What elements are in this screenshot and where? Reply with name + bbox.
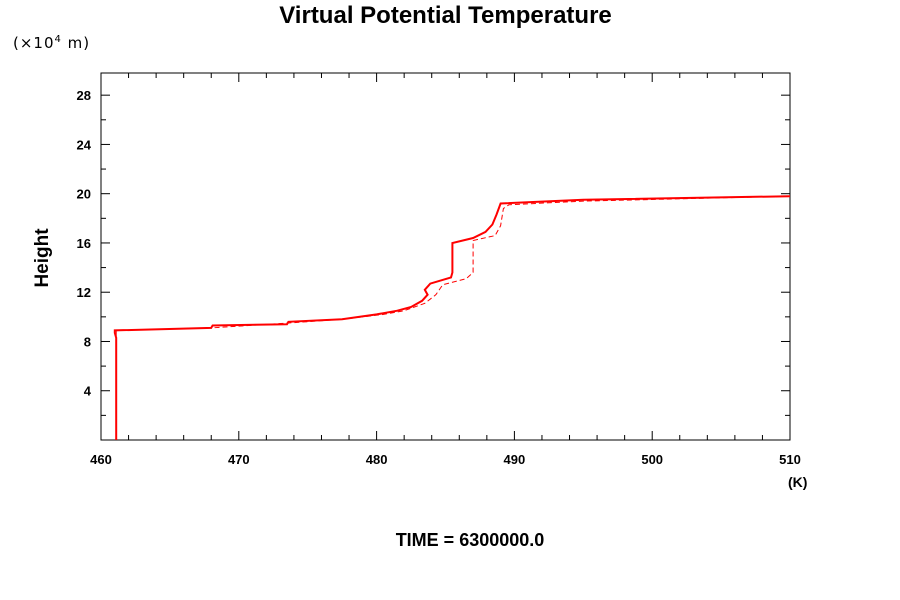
x-tick-label: 460 (90, 452, 112, 467)
series-group (113, 195, 791, 440)
x-tick-label: 500 (641, 452, 663, 467)
y-tick-label: 8 (84, 334, 91, 349)
y-tick-label: 28 (77, 88, 91, 103)
x-tick-label: 490 (504, 452, 526, 467)
chart-title: Virtual Potential Temperature (279, 2, 612, 29)
series-line-dashed (115, 195, 791, 440)
x-axis-label: (K) (788, 474, 808, 490)
y-tick-label: 20 (77, 187, 91, 202)
x-tick-label: 510 (779, 452, 801, 467)
y-unit-base: (×10 (13, 34, 55, 52)
axes-group: 460 470 480 490 500 510 4 8 12 16 20 24 28 (77, 72, 801, 467)
plot-frame (100, 72, 791, 441)
time-footer: TIME = 6300000.0 (395, 530, 545, 550)
y-unit-suffix: m) (61, 34, 91, 52)
y-tick-label: 16 (77, 236, 91, 251)
y-unit-exponent: 4 (54, 34, 62, 45)
series-line-solid (113, 195, 791, 440)
y-tick-label: 4 (84, 384, 92, 399)
y-unit-label: (×104 m) (13, 34, 90, 52)
x-tick-label: 470 (228, 452, 250, 467)
x-tick-label: 480 (366, 452, 388, 467)
y-tick-label: 12 (77, 285, 91, 300)
y-tick-label: 24 (77, 137, 92, 152)
